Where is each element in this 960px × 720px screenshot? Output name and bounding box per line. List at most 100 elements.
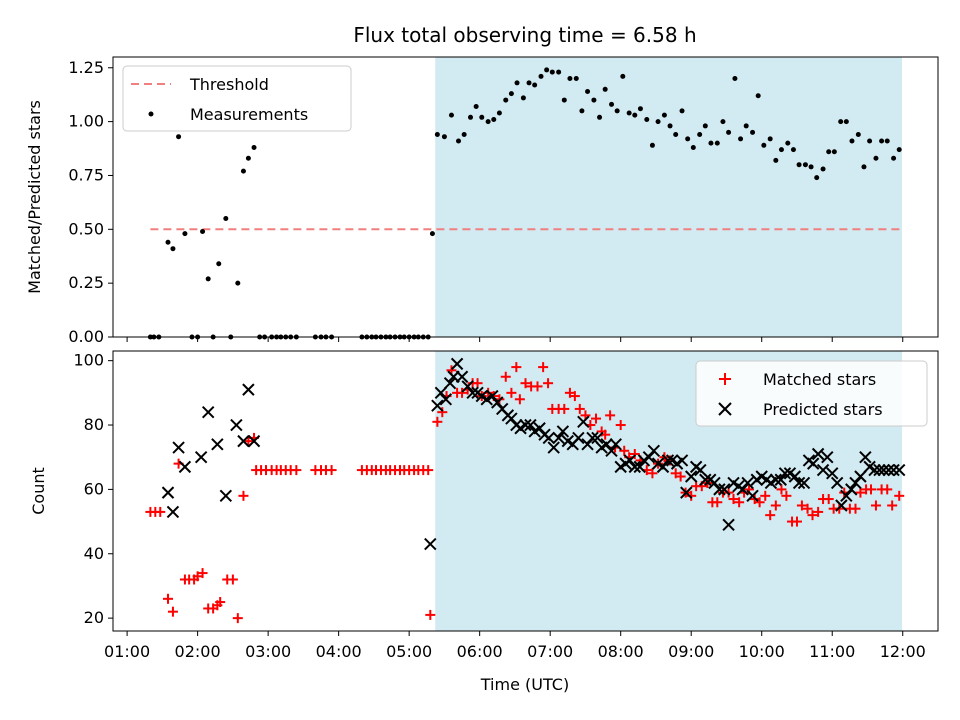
measurement-point bbox=[896, 147, 902, 153]
y-tick-label: 20 bbox=[84, 608, 104, 627]
x-tick-label: 02:00 bbox=[175, 642, 221, 661]
matched-star-point bbox=[511, 362, 522, 373]
measurement-point bbox=[544, 67, 550, 73]
matched-star-point bbox=[472, 378, 483, 389]
predicted-star-point bbox=[623, 454, 637, 467]
measurement-point bbox=[448, 112, 454, 118]
measurement-point bbox=[614, 108, 620, 114]
matched-star-point bbox=[781, 490, 792, 501]
matched-star-point bbox=[163, 593, 173, 604]
matched-star-point bbox=[675, 471, 686, 482]
bottom-legend-box bbox=[695, 360, 928, 427]
predicted-star-point bbox=[491, 396, 504, 409]
measurement-point bbox=[508, 91, 514, 97]
predicted-star-point bbox=[845, 483, 858, 496]
bottom-legend: Matched stars Predicted stars bbox=[695, 360, 928, 427]
x-tick-label: 06:00 bbox=[457, 642, 503, 661]
predicted-star-point bbox=[486, 389, 499, 403]
predicted-star-point bbox=[887, 463, 900, 477]
predicted-star-point bbox=[722, 518, 735, 532]
matched-star-point bbox=[506, 387, 517, 398]
measurement-point bbox=[216, 261, 222, 267]
predicted-star-point bbox=[542, 431, 555, 445]
predicted-star-point bbox=[840, 489, 853, 503]
measurement-point bbox=[182, 231, 188, 237]
predicted-star-point bbox=[547, 441, 560, 454]
predicted-star-point bbox=[718, 483, 731, 496]
matched-star-point bbox=[894, 490, 905, 501]
measurement-point bbox=[165, 239, 171, 245]
matched-star-point bbox=[754, 497, 765, 508]
predicted-star-point bbox=[237, 434, 250, 448]
measurement-point bbox=[223, 216, 229, 222]
predicted-star-point bbox=[628, 460, 642, 474]
x-tick-label: 11:00 bbox=[809, 642, 855, 661]
measurement-point bbox=[549, 69, 555, 75]
measurement-point bbox=[785, 140, 791, 146]
predicted-star-point bbox=[194, 450, 208, 464]
legend-measurements-swatch bbox=[148, 111, 154, 117]
measurement-point bbox=[884, 138, 890, 144]
measurement-point bbox=[620, 73, 626, 79]
predicted-star-point bbox=[461, 380, 474, 393]
y-tick-label: 100 bbox=[73, 351, 104, 370]
measurement-point bbox=[708, 140, 714, 146]
measurement-point bbox=[702, 123, 708, 129]
matched-star-point bbox=[629, 448, 640, 459]
measurement-point bbox=[820, 166, 826, 172]
measurement-point bbox=[808, 164, 814, 170]
top-x-ticks bbox=[126, 337, 904, 342]
measurement-point bbox=[532, 82, 538, 88]
measurement-point bbox=[579, 108, 585, 114]
predicted-star-point bbox=[455, 370, 469, 383]
predicted-star-point bbox=[893, 463, 906, 477]
predicted-star-point bbox=[656, 460, 670, 474]
measurement-point bbox=[661, 112, 667, 118]
measurement-point bbox=[176, 134, 182, 140]
measurement-point bbox=[240, 168, 246, 174]
predicted-star-point bbox=[877, 463, 890, 477]
predicted-star-points bbox=[161, 357, 906, 551]
predicted-star-point bbox=[797, 476, 811, 490]
measurement-point bbox=[761, 142, 767, 148]
matched-star-point bbox=[197, 568, 208, 579]
measurement-point bbox=[637, 106, 643, 112]
measurement-point bbox=[679, 108, 685, 114]
predicted-star-point bbox=[577, 415, 590, 429]
measurement-point bbox=[644, 116, 650, 122]
matched-star-point bbox=[802, 503, 813, 514]
predicted-star-point bbox=[505, 412, 518, 425]
matched-star-point bbox=[770, 500, 781, 511]
matched-star-point bbox=[425, 609, 436, 620]
matched-star-point bbox=[155, 506, 166, 517]
predicted-star-point bbox=[849, 476, 862, 490]
top-panel-frame bbox=[112, 56, 939, 338]
measurement-point bbox=[626, 110, 632, 116]
predicted-star-point bbox=[524, 418, 537, 432]
measurement-point bbox=[667, 123, 673, 129]
predicted-star-point bbox=[439, 393, 453, 406]
measurement-point bbox=[573, 76, 579, 82]
matched-star-point bbox=[813, 506, 824, 517]
measurement-point bbox=[796, 162, 802, 168]
y-tick-label: 80 bbox=[84, 415, 104, 434]
y-tick-label: 40 bbox=[84, 544, 104, 563]
measurement-point bbox=[879, 138, 885, 144]
legend-measurements-label: Measurements bbox=[190, 105, 308, 124]
predicted-star-point bbox=[675, 454, 689, 467]
predicted-star-point bbox=[647, 444, 661, 457]
predicted-star-point bbox=[694, 463, 707, 477]
predicted-star-point bbox=[219, 489, 233, 503]
measurement-point bbox=[485, 119, 491, 125]
measurement-point bbox=[750, 129, 756, 135]
predicted-star-point bbox=[519, 418, 532, 432]
matched-star-point bbox=[776, 484, 787, 495]
predicted-star-point bbox=[713, 483, 726, 496]
matched-star-point bbox=[823, 494, 834, 505]
measurement-point bbox=[200, 228, 206, 234]
predicted-star-point bbox=[556, 425, 570, 438]
bottom-y-axis: 20 40 60 80 100 bbox=[73, 351, 113, 627]
measurement-point bbox=[503, 97, 509, 103]
measurement-point bbox=[205, 276, 211, 282]
measurement-point bbox=[609, 101, 615, 107]
